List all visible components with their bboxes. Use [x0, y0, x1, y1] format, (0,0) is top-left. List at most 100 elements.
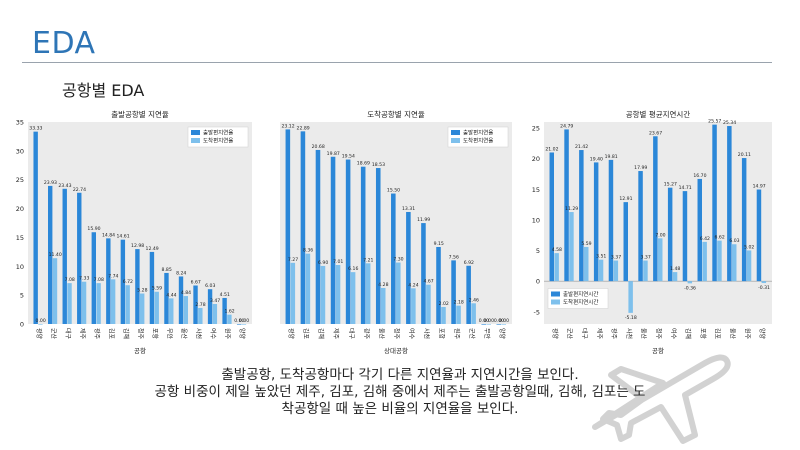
data-label: -0.36: [684, 285, 696, 291]
data-label: 4.84: [181, 290, 191, 296]
chart-title: 공항별 평균지연시간: [626, 109, 691, 119]
bar-dark: [360, 166, 366, 324]
x-tick-label: 제주: [78, 328, 86, 340]
data-label: 6.03: [729, 238, 739, 244]
data-label: 5.02: [744, 244, 754, 250]
data-label: 14.97: [753, 184, 766, 190]
x-tick-label: 광주: [610, 328, 617, 340]
bar-dark: [345, 159, 351, 324]
data-label: 24.79: [560, 123, 573, 129]
bar-light: [140, 293, 145, 324]
y-tick-label: 15: [16, 234, 24, 242]
x-tick-label: 울산: [377, 328, 385, 340]
bar-dark: [697, 178, 702, 282]
bar-dark: [330, 156, 336, 324]
data-label: 18.69: [357, 161, 370, 167]
chart-departure-delay-rate-svg: 출발공항별 지연율 0 5 10 15 20 25 30 35 33.33 0.00 광양 23.93 1…: [16, 109, 252, 354]
bar-light: [613, 260, 619, 282]
data-label: 0.00: [499, 318, 509, 324]
bar-light: [554, 253, 559, 282]
data-label: 6.90: [318, 260, 328, 266]
data-label: 8.36: [303, 248, 313, 254]
bar-dark: [564, 129, 569, 282]
data-label: 0.00: [36, 318, 46, 324]
chart-average-delay-time-svg: 공항별 평균지연시간 -5 0 5 10 15 20 25 21.02 4.58 광양 24.79 11…: [532, 109, 772, 354]
x-tick-label: 김해: [317, 328, 325, 339]
bar-light: [411, 288, 416, 324]
bar-light: [672, 272, 678, 282]
caption-line-3: 착공항일 때 높은 비율의 지연율을 보인다.: [281, 401, 519, 417]
bar-dark: [375, 168, 381, 324]
x-tick-label: 원주: [743, 328, 751, 340]
chart-arrival-delay-rate-svg: 도착공항별 지연율 23.12 7.27 광양 22.89 8.36 김포 20.68 6.90…: [280, 109, 512, 354]
caption-line-2: 공항 비중이 제일 높았던 제주, 김포, 김해 중에서 제주는 출발공항일때,…: [154, 384, 646, 400]
data-label: 6.03: [205, 283, 215, 289]
data-label: 23.93: [44, 180, 57, 186]
bar-dark: [549, 152, 554, 282]
x-tick-label: 광양: [35, 328, 43, 340]
bar-dark: [236, 324, 242, 325]
data-label: 4.58: [552, 247, 562, 253]
bar-light: [456, 305, 461, 324]
x-tick-label: 김포: [302, 328, 309, 340]
bar-light: [746, 250, 752, 282]
x-tick-label: 김포: [714, 328, 721, 340]
x-tick-label: 포항: [438, 328, 446, 340]
legend-label: 출발편지연시간: [563, 290, 598, 298]
bar-light: [396, 262, 401, 324]
bar-light: [761, 281, 767, 284]
data-label: 7.21: [363, 257, 373, 263]
bar-dark: [667, 187, 673, 282]
bar-dark: [608, 159, 614, 282]
bar-dark: [623, 202, 628, 282]
bar-dark: [653, 136, 658, 282]
x-tick-label: 광주: [362, 328, 369, 340]
bar-dark: [315, 149, 321, 324]
data-label: 18.53: [372, 162, 385, 168]
data-label: 23.12: [281, 123, 294, 129]
data-label: 0.00: [484, 318, 494, 324]
x-tick-label: 제주: [595, 328, 603, 340]
bar-light: [687, 281, 693, 284]
airplane-watermark-icon: [592, 354, 731, 444]
data-label: 2.02: [439, 301, 449, 307]
data-label: 2.78: [195, 302, 205, 308]
bar-light: [471, 303, 476, 324]
data-label: 14.84: [102, 232, 115, 238]
bar-light: [598, 259, 604, 282]
data-label: 5.28: [137, 288, 147, 294]
x-tick-label: 청주: [137, 328, 144, 340]
data-label: 9.15: [434, 241, 444, 247]
legend-swatch: [551, 291, 560, 297]
title-divider: [22, 62, 772, 63]
legend-swatch: [191, 130, 200, 135]
data-label: 15.90: [87, 226, 100, 232]
data-label: 7.01: [333, 259, 343, 265]
y-tick-label: 15: [532, 186, 540, 194]
bar-light: [441, 306, 446, 324]
legend-swatch: [191, 138, 200, 143]
data-label: 1.48: [670, 266, 680, 272]
data-label: 20.11: [738, 152, 751, 158]
data-label: 2.46: [469, 297, 479, 303]
data-label: 15.27: [664, 182, 677, 188]
bar-light: [241, 324, 247, 325]
data-label: 14.71: [679, 185, 692, 191]
chart-title: 출발공항별 지연율: [111, 109, 169, 119]
x-tick-label: 김해: [684, 328, 692, 339]
data-label: 6.42: [700, 236, 710, 242]
x-axis-label: 상대공항: [384, 346, 408, 354]
bar-light: [320, 265, 326, 324]
data-label: 0.00: [239, 318, 249, 324]
data-label: 6.62: [715, 235, 725, 241]
bar-light: [717, 240, 722, 282]
y-tick-label: 35: [16, 119, 24, 127]
bar-dark: [77, 192, 82, 324]
x-tick-label: 사천: [195, 328, 203, 339]
bar-dark: [727, 126, 732, 282]
data-label: 7.08: [65, 277, 75, 283]
legend-label: 도착편지연율: [463, 137, 493, 145]
data-label: 5.59: [581, 241, 591, 247]
bar-light: [426, 284, 431, 324]
data-label: 7.30: [393, 257, 403, 263]
